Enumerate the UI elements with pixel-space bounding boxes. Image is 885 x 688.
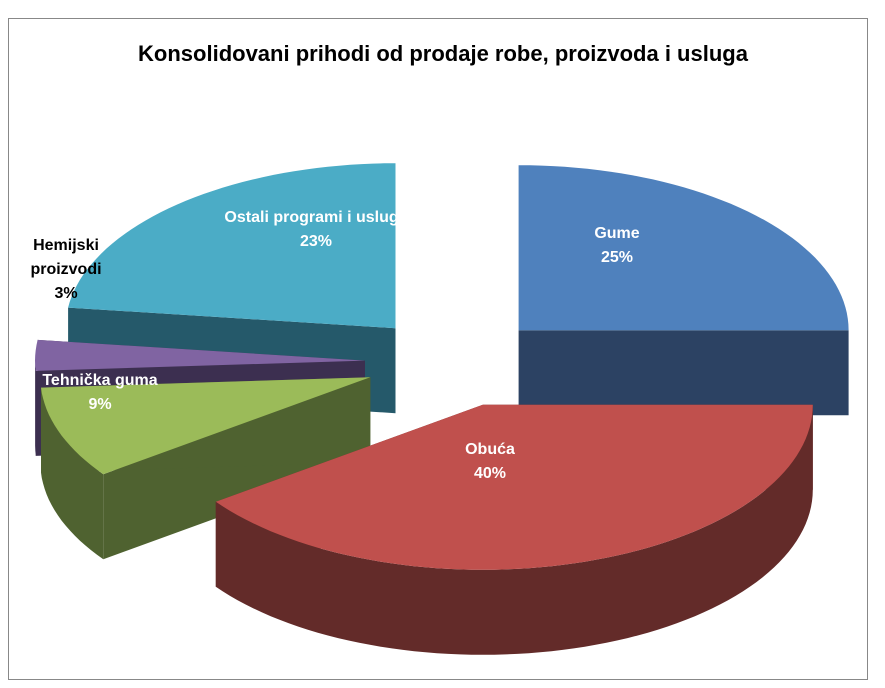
value-label: 9% bbox=[88, 396, 112, 413]
data-label: Hemijski proizvodi 3% bbox=[11, 234, 121, 306]
chart-title: Konsolidovani prihodi od prodaje robe, p… bbox=[138, 41, 748, 66]
category-label: Gume bbox=[594, 225, 640, 242]
data-label: Ostali programi i usluge 23% bbox=[221, 206, 411, 254]
value-label: 23% bbox=[299, 233, 333, 250]
slice bbox=[68, 163, 396, 329]
category-label: Tehnička guma bbox=[42, 372, 158, 389]
slice bbox=[518, 165, 849, 331]
data-label: Tehnička guma 9% bbox=[0, 369, 200, 417]
data-label: Obuća 40% bbox=[420, 438, 560, 486]
slice bbox=[215, 404, 813, 570]
category-label: Obuća bbox=[465, 441, 515, 458]
category-label: Ostali programi i usluge bbox=[224, 209, 408, 226]
slice-edge bbox=[215, 404, 813, 655]
slice bbox=[35, 339, 365, 371]
slice-edge bbox=[35, 360, 36, 456]
slice-edge bbox=[41, 387, 104, 560]
chart-frame bbox=[8, 18, 868, 680]
value-label: 3% bbox=[54, 285, 78, 302]
category-label: Hemijski proizvodi bbox=[30, 237, 102, 278]
slice bbox=[41, 377, 371, 475]
value-label: 25% bbox=[600, 249, 634, 266]
slice-side bbox=[518, 330, 849, 416]
value-label: 40% bbox=[473, 465, 507, 482]
data-label: Gume 25% bbox=[547, 222, 687, 270]
